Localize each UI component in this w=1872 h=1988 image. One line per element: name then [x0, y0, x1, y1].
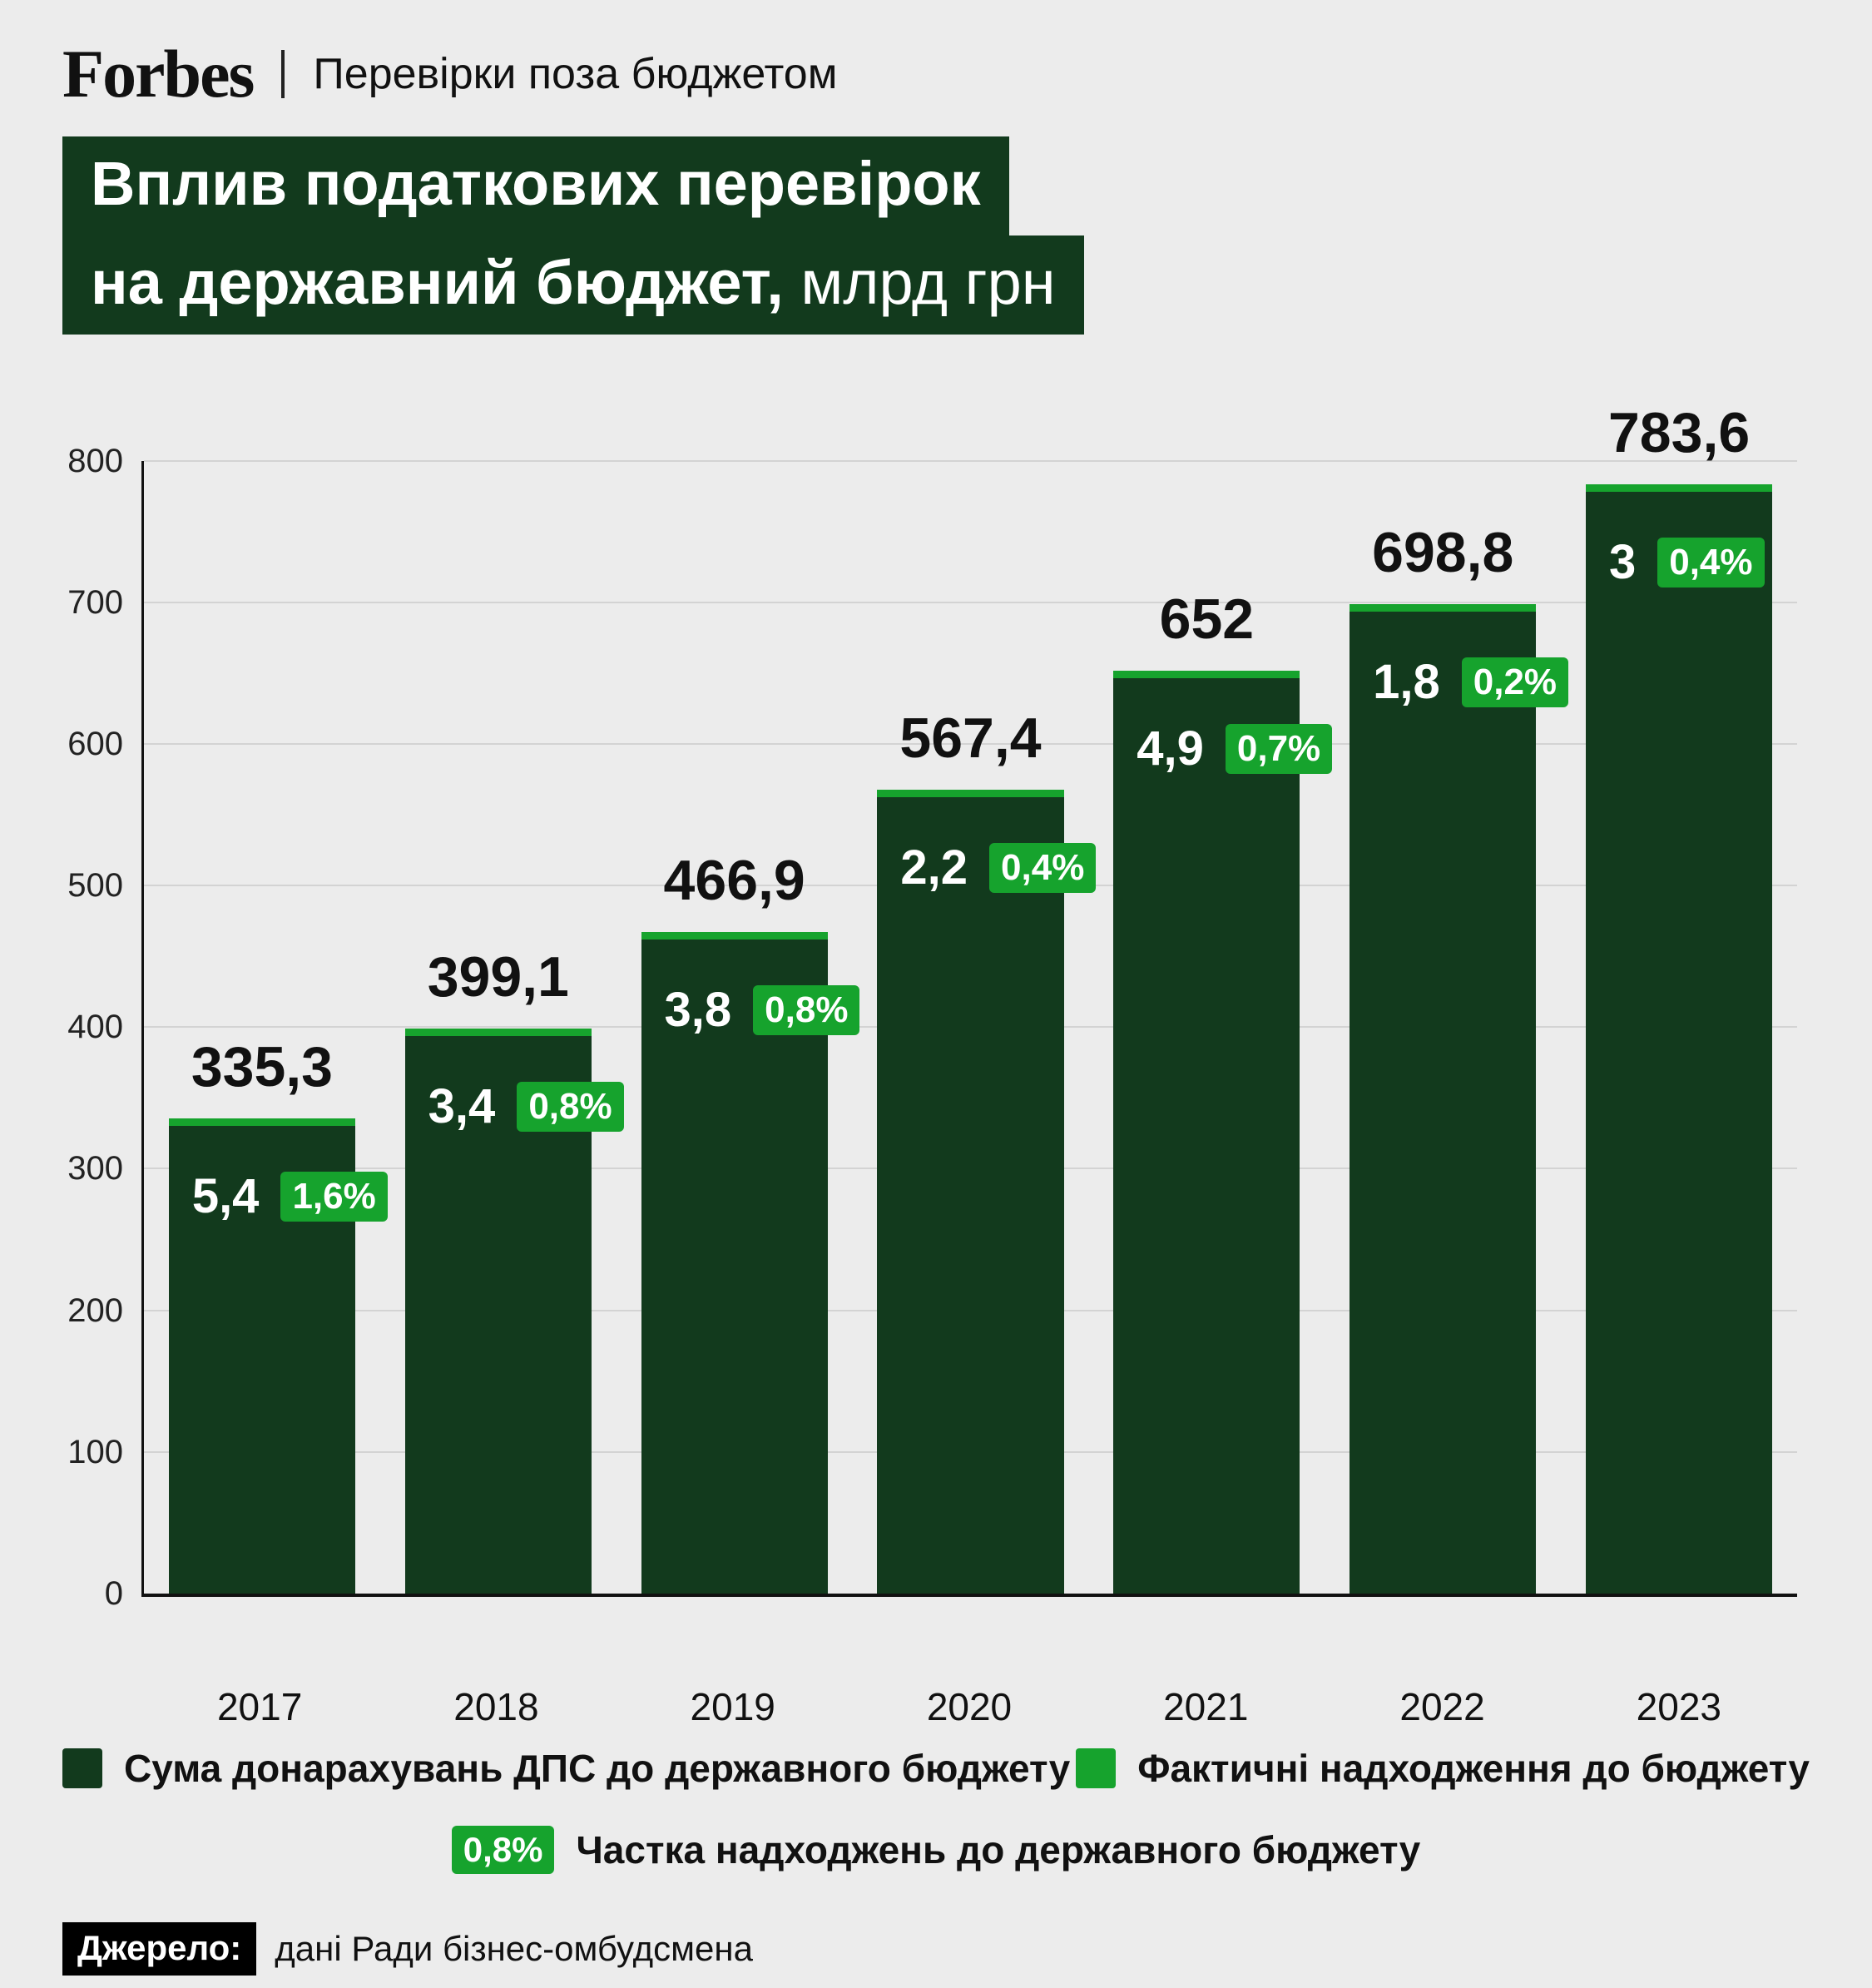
bar-2019: 466,9 3,8 0,8%	[641, 852, 860, 1594]
inner-row-2022: 1,8 0,2%	[1373, 654, 1569, 709]
inner-row-2020: 2,2 0,4%	[900, 840, 1097, 895]
legend-label-receipts: Фактичні надходження до бюджету	[1137, 1746, 1810, 1790]
bar-chart: 800 700 600 500 400 300 200 100 0 335,3 5,4 1,6% 399…	[62, 404, 1810, 1728]
plot-area: 800 700 600 500 400 300 200 100 0 335,3 5,4 1,6% 399…	[67, 404, 1797, 1610]
receipts-cap-2022	[1350, 603, 1537, 612]
bar-2017: 335,3 5,4 1,6%	[168, 1039, 388, 1594]
receipts-value-2021: 4,9	[1137, 721, 1204, 776]
share-badge-2020: 0,4%	[989, 843, 1097, 894]
gridline-600	[144, 743, 1797, 745]
receipts-value-2022: 1,8	[1373, 654, 1440, 709]
chart-title-line-1: Вплив податкових перевірок	[62, 136, 1009, 235]
header-tagline: Перевірки поза бюджетом	[313, 50, 838, 98]
bar-slot-2018: 399,1 3,4 0,8%	[380, 461, 624, 1594]
y-tick-label-0: 0	[104, 1574, 123, 1612]
y-tick-label-500: 500	[67, 867, 123, 905]
forbes-logo: Forbes	[62, 36, 255, 112]
receipts-value-2018: 3,4	[428, 1078, 496, 1133]
legend-item-receipts: Фактичні надходження до бюджету	[1076, 1746, 1810, 1791]
bar-slot-2023: 783,6 3 0,4%	[1561, 404, 1797, 1594]
source-text: дані Ради бізнес-омбудсмена	[275, 1928, 753, 1968]
x-axis-labels: 2017 2018 2019 2020 2021 2022 2023	[141, 1684, 1797, 1729]
receipts-value-2017: 5,4	[191, 1169, 260, 1224]
inner-row-2019: 3,8 0,8%	[664, 983, 860, 1038]
y-tick-label-200: 200	[67, 1291, 123, 1329]
share-badge-2019: 0,8%	[753, 985, 860, 1036]
share-badge-2022: 0,2%	[1461, 657, 1569, 707]
y-tick-label-400: 400	[67, 1009, 123, 1046]
bar-slot-2022: 698,8 1,8 0,2%	[1325, 461, 1569, 1594]
total-label-2019: 466,9	[663, 849, 805, 913]
receipts-value-2023: 3	[1608, 534, 1637, 589]
y-tick-label-600: 600	[67, 726, 123, 762]
receipts-value-2020: 2,2	[900, 840, 968, 895]
x-axis-label-2017: 2017	[216, 1684, 303, 1728]
x-axis-label-2021: 2021	[1163, 1684, 1249, 1728]
inner-row-2023: 3 0,4%	[1608, 534, 1765, 589]
x-axis-label-2022: 2022	[1399, 1684, 1485, 1728]
gridline-700	[144, 601, 1797, 603]
total-label-2021: 652	[1159, 587, 1255, 651]
total-label-2017: 335,3	[191, 1035, 334, 1099]
legend-row-1: Сума донарахувань ДПС до державного бюдж…	[62, 1746, 1810, 1791]
gridline-800	[144, 459, 1797, 462]
receipts-value-2019: 3,8	[664, 983, 732, 1038]
chart-title-units: млрд грн	[783, 247, 1056, 317]
legend-item-accruals: Сума донарахувань ДПС до державного бюдж…	[62, 1746, 1070, 1791]
bar-slot-2017: 335,3 5,4 1,6%	[144, 461, 388, 1594]
bar-2018: 399,1 3,4 0,8%	[404, 949, 624, 1594]
y-tick-label-300: 300	[67, 1150, 123, 1187]
bar-slot-2021: 652 4,9 0,7%	[1088, 461, 1333, 1594]
header: Forbes Перевірки поза бюджетом	[0, 0, 1872, 108]
legend-percent-badge: 0,8%	[451, 1825, 555, 1874]
receipts-cap-2021	[1113, 670, 1300, 678]
legend-label-share: Частка надходжень до державного бюджету	[576, 1827, 1421, 1871]
chart-title-line-2-bold: на державний бюджет,	[91, 247, 784, 317]
share-badge-2017: 1,6%	[280, 1172, 388, 1222]
receipts-cap-2019	[641, 932, 828, 940]
bars-container: 335,3 5,4 1,6% 399,1 3,4 0,8% 466,9 3,8 0,8% 567,…	[144, 404, 1797, 1594]
inner-row-2021: 4,9 0,7%	[1137, 721, 1333, 776]
x-axis-label-2018: 2018	[453, 1684, 539, 1728]
share-badge-2018: 0,8%	[517, 1081, 624, 1132]
inner-row-2018: 3,4 0,8%	[428, 1078, 624, 1133]
y-tick-label-800: 800	[67, 442, 123, 479]
legend-row-2: 0,8% Частка надходжень до державного бюд…	[62, 1825, 1810, 1874]
bright-green-swatch-icon	[1076, 1748, 1117, 1788]
receipts-cap-2020	[877, 790, 1064, 798]
bar-2023: 783,6 3 0,4%	[1585, 404, 1773, 1594]
share-badge-2023: 0,4%	[1657, 537, 1765, 587]
legend: Сума донарахувань ДПС до державного бюдж…	[62, 1746, 1810, 1874]
bar-slot-2020: 567,4 2,2 0,4%	[853, 461, 1097, 1594]
x-axis-label-2020: 2020	[926, 1684, 1013, 1728]
receipts-cap-2017	[168, 1118, 356, 1127]
chart-title: Вплив податкових перевірок на державний …	[62, 136, 1872, 335]
bar-2021: 652 4,9 0,7%	[1113, 591, 1333, 1594]
y-tick-label-700: 700	[67, 583, 123, 621]
dark-green-swatch-icon	[62, 1748, 102, 1788]
receipts-cap-2023	[1585, 483, 1773, 492]
source-row: Джерело: дані Ради бізнес-омбудсмена	[62, 1921, 1810, 1976]
y-tick-label-100: 100	[67, 1433, 123, 1470]
x-axis-label-2023: 2023	[1636, 1684, 1721, 1728]
share-badge-2021: 0,7%	[1225, 723, 1333, 774]
x-axis-label-2019: 2019	[690, 1684, 775, 1728]
total-label-2022: 698,8	[1372, 520, 1514, 584]
receipts-cap-2018	[404, 1028, 592, 1036]
chart-title-line-2: на державний бюджет, млрд грн	[62, 235, 1084, 335]
bar-2020: 567,4 2,2 0,4%	[877, 710, 1097, 1594]
bar-2022: 698,8 1,8 0,2%	[1350, 524, 1569, 1594]
source-label: Джерело:	[62, 1921, 257, 1976]
total-label-2023: 783,6	[1607, 400, 1751, 464]
bar-slot-2019: 466,9 3,8 0,8%	[617, 461, 860, 1594]
total-label-2020: 567,4	[899, 706, 1042, 771]
legend-label-accruals: Сума донарахувань ДПС до державного бюдж…	[124, 1746, 1071, 1790]
total-label-2018: 399,1	[427, 944, 569, 1009]
inner-row-2017: 5,4 1,6%	[191, 1169, 388, 1224]
header-separator	[281, 50, 285, 98]
